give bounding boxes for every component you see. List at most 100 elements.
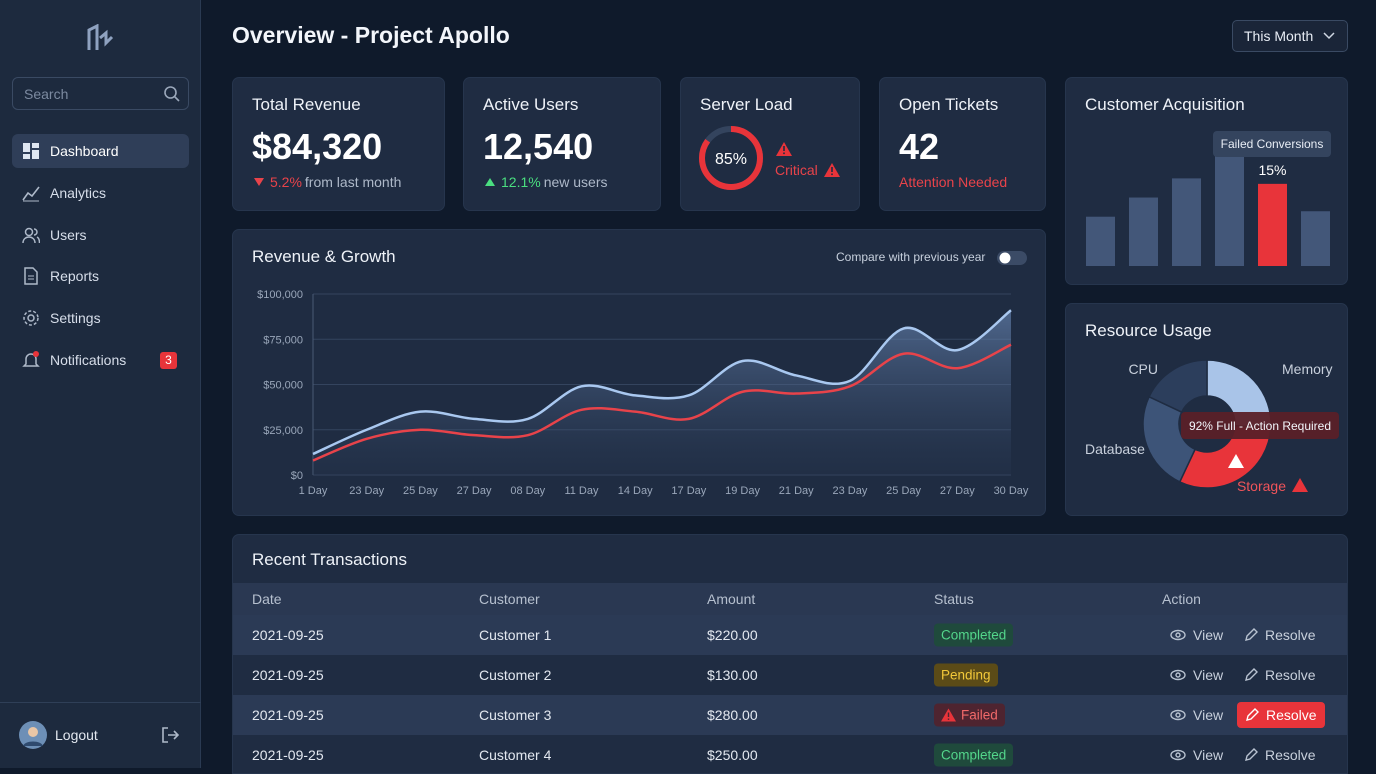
column-header: Action (1162, 591, 1201, 607)
cell: Customer 4 (479, 747, 552, 763)
slice (1142, 395, 1197, 483)
line (312, 343, 1012, 462)
kpi-note: new users (543, 174, 608, 190)
nav-item[interactable]: Dashboard (12, 134, 189, 168)
x-tick-label: 30 Day (994, 485, 1029, 497)
slice (1178, 424, 1272, 489)
resolve-action[interactable]: Resolve (1244, 747, 1316, 763)
resolve-button[interactable]: Resolve (1237, 702, 1325, 728)
period-dropdown[interactable]: This Month (1232, 20, 1348, 52)
cell: Customer 3 (479, 707, 552, 723)
x-tick-label: 1 Day (299, 485, 328, 497)
down-arrow (254, 178, 264, 186)
icon (22, 227, 40, 244)
nav-label: Dashboard (50, 143, 119, 159)
table-row: 2021-09-25 Customer 2 $130.00 Pending Vi… (233, 655, 1347, 695)
kpi-title: Total Revenue (252, 95, 361, 114)
x-tick-label: 21 Day (779, 485, 814, 497)
warning-icon (941, 708, 956, 722)
table-card: Recent Transactions Date Customer Amount… (232, 534, 1348, 774)
status-pill: Failed (934, 703, 1005, 727)
y-tick-label: $25,000 (263, 425, 303, 437)
action-label: View (1193, 747, 1224, 763)
kpi-card: Open Tickets 42 Attention Needed (879, 77, 1046, 211)
kpi-card: Active Users 12,540 12.1% new users (463, 77, 661, 211)
search-box[interactable]: Search (12, 77, 189, 110)
chart-title: Customer Acquisition (1085, 95, 1245, 114)
action-label: View (1193, 667, 1224, 683)
resolve-action[interactable]: Resolve (1244, 667, 1316, 683)
view-action[interactable]: View (1170, 707, 1223, 723)
gauge-status: Critical (775, 162, 840, 178)
donut-chart: Memory Storage Database CPU 92% Full - Actio… (1085, 359, 1339, 494)
y-tick-label: $0 (291, 470, 303, 482)
logout-label[interactable]: Logout (55, 727, 98, 743)
y-tick-label: $50,000 (263, 380, 303, 392)
line (312, 309, 1012, 456)
kpi-note: Attention Needed (899, 174, 1008, 190)
nav-item[interactable]: Analytics (12, 176, 189, 210)
slice-label: CPU (1128, 361, 1158, 377)
kpi-change: 5.2% from last month (254, 174, 401, 190)
cell: $130.00 (707, 667, 758, 683)
view-action[interactable]: View (1170, 667, 1223, 683)
logout-icon[interactable] (161, 726, 179, 744)
kpi-change-value: 12.1% (501, 174, 541, 190)
chart-title: Revenue & Growth (252, 247, 396, 266)
pencil-icon (1245, 628, 1258, 641)
up-arrow (485, 178, 495, 186)
divider (0, 702, 201, 703)
nav-label: Analytics (50, 185, 107, 201)
nav-label: Users (50, 227, 87, 243)
slice-label: Storage (1237, 478, 1286, 494)
kpi-value: $84,320 (252, 126, 383, 167)
cell: 2021-09-25 (252, 667, 324, 683)
kpi-title: Active Users (483, 95, 579, 114)
action-label: View (1193, 627, 1224, 643)
kpi-value: 42 (899, 126, 940, 167)
nav-item[interactable]: Settings (12, 301, 189, 335)
nav-item[interactable]: Reports (12, 259, 189, 293)
kpi-title: Open Tickets (899, 95, 999, 114)
chart-card: Resource Usage Memory Storage Database CPU 9… (1065, 303, 1348, 516)
period-label: This Month (1244, 28, 1314, 44)
column-header: Customer (479, 591, 540, 607)
cell: 2021-09-25 (252, 707, 324, 723)
column-header: Date (252, 591, 282, 607)
table-row: 2021-09-25 Customer 3 $280.00 Failed Vie… (233, 695, 1347, 735)
pencil-icon (1245, 668, 1258, 681)
x-tick-label: 19 Day (725, 485, 760, 497)
nav-item[interactable]: Users (12, 218, 189, 252)
x-tick-label: 27 Day (457, 485, 492, 497)
chevron (1323, 32, 1335, 40)
warning-icon (1292, 478, 1308, 492)
page-title: Overview - Project Apollo (232, 22, 510, 48)
resolve-action[interactable]: Resolve (1244, 627, 1316, 643)
chart-title: Resource Usage (1085, 321, 1212, 340)
cell: $250.00 (707, 747, 758, 763)
slice-label: Database (1085, 441, 1145, 457)
action-label: Resolve (1265, 627, 1316, 643)
eye-icon (1170, 749, 1186, 761)
kpi-change-value: 5.2% (270, 174, 302, 190)
nav-item[interactable]: Notifications 3 (12, 343, 189, 377)
icon (22, 351, 40, 367)
y-tick-label: $100,000 (257, 289, 303, 301)
y-tick-label: $75,000 (263, 334, 303, 346)
tooltip-bg (1213, 131, 1331, 157)
icon (23, 143, 39, 159)
x-tick-label: 25 Day (403, 485, 438, 497)
action-label: View (1193, 707, 1224, 723)
toggle[interactable] (996, 249, 1028, 267)
gauge: 85% (699, 126, 763, 190)
view-action[interactable]: View (1170, 747, 1223, 763)
pencil-icon (1246, 708, 1259, 721)
avatar (19, 721, 47, 749)
nav-label: Reports (50, 268, 100, 284)
action-label: Resolve (1265, 667, 1316, 683)
sidebar: Search Dashboard Analytics Users Reports… (0, 0, 201, 768)
cell: 2021-09-25 (252, 627, 324, 643)
view-action[interactable]: View (1170, 627, 1223, 643)
